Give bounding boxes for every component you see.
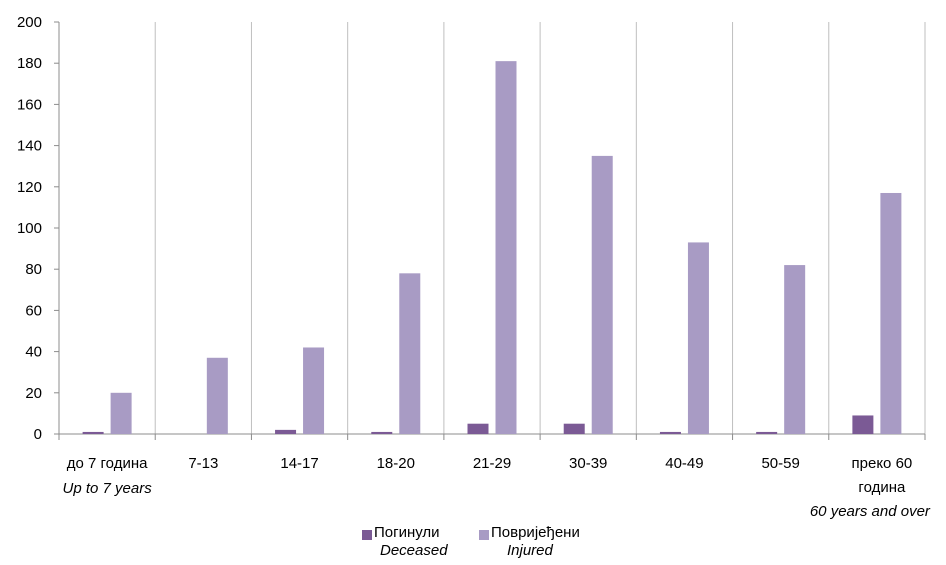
- bar-deceased: [659, 431, 681, 434]
- bar-injured: [110, 392, 132, 434]
- bar-deceased: [371, 431, 393, 434]
- x-tick-label: до 7 година: [67, 455, 148, 472]
- bar-injured: [591, 155, 613, 434]
- x-tick-label: 21-29: [473, 455, 511, 472]
- legend-label-deceased-en: Deceased: [380, 542, 448, 559]
- y-tick-label: 100: [17, 220, 42, 237]
- legend-label-deceased: Погинули: [374, 524, 440, 541]
- legend-swatch-injured: [479, 530, 489, 540]
- y-tick-label: 160: [17, 96, 42, 113]
- legend-label-injured-en: Injured: [507, 542, 553, 559]
- x-tick-label-en: Up to 7 years: [63, 480, 153, 497]
- legend: Погинули Deceased Повријеђени Injured: [0, 524, 946, 564]
- x-tick-label: преко 60 година: [852, 455, 913, 496]
- bar-injured: [687, 242, 709, 434]
- y-tick-label: 140: [17, 138, 42, 155]
- bar-injured: [206, 357, 228, 434]
- bar-injured: [399, 273, 421, 434]
- x-tick-label: 40-49: [665, 455, 703, 472]
- bar-deceased: [852, 415, 874, 434]
- y-tick-label: 200: [17, 14, 42, 31]
- x-tick-label: 50-59: [761, 455, 799, 472]
- bar-injured: [880, 192, 902, 434]
- bar-deceased: [275, 429, 297, 434]
- x-tick-label: 30-39: [569, 455, 607, 472]
- y-tick-label: 40: [25, 344, 42, 361]
- legend-swatch-deceased: [362, 530, 372, 540]
- bar-injured: [495, 61, 517, 434]
- y-tick-label: 120: [17, 179, 42, 196]
- y-tick-label: 80: [25, 261, 42, 278]
- y-tick-label: 0: [34, 426, 42, 443]
- bar-deceased: [756, 431, 778, 434]
- x-tick-label: 14-17: [280, 455, 318, 472]
- x-tick-label: 7-13: [188, 455, 218, 472]
- bar-deceased: [82, 431, 104, 434]
- legend-label-injured: Повријеђени: [491, 524, 580, 541]
- y-tick-label: 20: [25, 385, 42, 402]
- bar-deceased: [467, 423, 489, 434]
- x-tick-label-en: 60 years and over: [810, 503, 931, 520]
- bar-deceased: [563, 423, 585, 434]
- bar-injured: [303, 347, 325, 434]
- x-tick-label: 18-20: [377, 455, 415, 472]
- y-tick-label: 180: [17, 55, 42, 72]
- y-tick-label: 60: [25, 302, 42, 319]
- bar-injured: [784, 265, 806, 434]
